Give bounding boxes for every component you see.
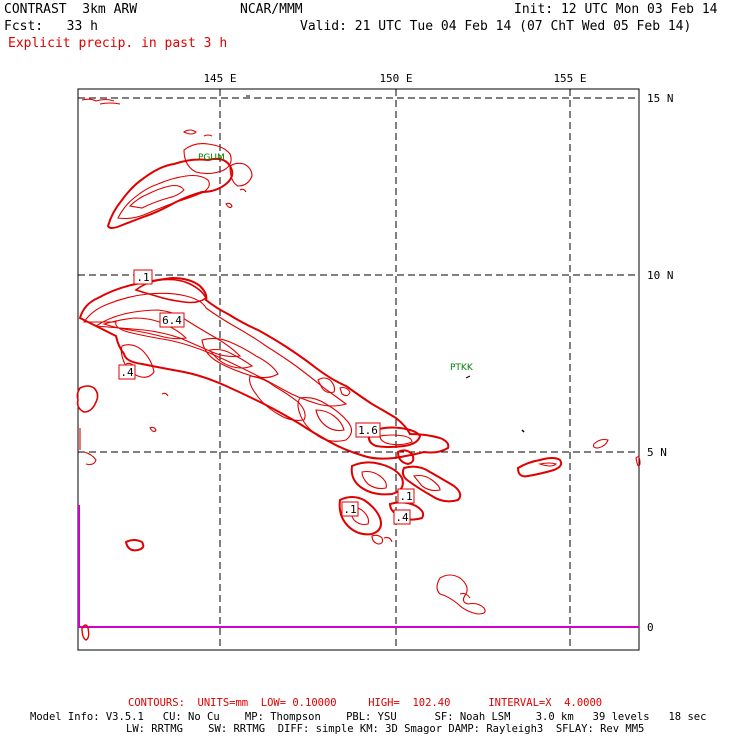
label-box xyxy=(355,422,381,438)
contour-cell xyxy=(592,438,609,449)
contour-cell xyxy=(106,157,234,229)
contour-cell xyxy=(459,592,471,599)
contour-label: .4 xyxy=(120,366,134,379)
contour-cell xyxy=(81,624,90,641)
label-box xyxy=(393,509,411,525)
contour-cell xyxy=(350,461,404,496)
contour-cell xyxy=(401,465,462,503)
label-box xyxy=(118,364,136,380)
station-marker xyxy=(465,375,471,379)
contour-label: .4 xyxy=(395,511,409,524)
label-box xyxy=(397,488,415,504)
lon-label-150: 150 E xyxy=(379,72,412,85)
contour-cell xyxy=(396,449,415,466)
contour-cell xyxy=(225,188,247,209)
contour-labels: .1 6.4 .4 1.6 .1 .1 .4 xyxy=(118,269,415,525)
contour-cell xyxy=(149,392,169,433)
contour-cell xyxy=(338,496,382,536)
contour-cell xyxy=(117,174,210,220)
label-box xyxy=(341,501,359,517)
contour-cell xyxy=(81,98,121,105)
contour-cell xyxy=(102,317,188,340)
product-title: CONTRAST 3km ARW xyxy=(4,2,138,17)
contour-cell xyxy=(229,162,253,187)
station-label-ptkk: PTKK xyxy=(450,363,474,373)
lat-label-0: 0 xyxy=(647,621,654,634)
contour-cell xyxy=(367,426,422,448)
contour-label: 1.6 xyxy=(358,424,378,437)
precip-contours xyxy=(76,98,641,641)
contour-cell xyxy=(209,348,254,369)
contour-cell xyxy=(379,434,413,446)
lat-lon-grid xyxy=(78,89,639,650)
contour-cell xyxy=(79,428,97,466)
contour-cell xyxy=(371,534,393,545)
map-frame xyxy=(77,88,640,651)
contour-cell xyxy=(537,462,558,467)
contour-cell xyxy=(94,309,242,358)
contour-cell xyxy=(516,457,563,478)
contour-cell xyxy=(635,456,641,467)
contour-label: 6.4 xyxy=(162,314,182,327)
contour-cell xyxy=(78,276,450,460)
contour-cell xyxy=(124,539,145,552)
contour-cell xyxy=(76,385,99,413)
contour-label: .1 xyxy=(136,271,149,284)
init-time: Init: 12 UTC Mon 03 Feb 14 xyxy=(514,2,718,17)
contour-cell xyxy=(297,397,353,442)
valid-time: Valid: 21 UTC Tue 04 Feb 14 (07 ChT Wed … xyxy=(300,19,692,34)
contour-cell xyxy=(134,278,208,304)
contour-cell xyxy=(317,377,351,397)
contour-cell xyxy=(201,337,279,379)
lon-label-155: 155 E xyxy=(553,72,586,85)
contour-cell xyxy=(120,344,155,378)
contour-cell xyxy=(82,292,348,407)
lat-label-10n: 10 N xyxy=(647,269,674,282)
contour-cell xyxy=(361,470,387,490)
contour-cell xyxy=(413,474,441,492)
contour-cell xyxy=(183,143,232,175)
model-info-line2: LW: RRTMG SW: RRTMG DIFF: simple KM: 3D … xyxy=(126,723,645,735)
forecast-hour: Fcst: 33 h xyxy=(4,19,98,34)
contour-cell xyxy=(182,129,213,137)
station-marker xyxy=(521,429,525,433)
contour-cell xyxy=(315,409,345,432)
lon-label-145: 145 E xyxy=(203,72,236,85)
contour-cell xyxy=(128,184,185,209)
station-label-pgum: PGUM xyxy=(198,153,225,163)
label-box xyxy=(159,312,185,328)
contour-label: .1 xyxy=(399,490,412,503)
contour-cell xyxy=(436,574,486,615)
model-info-line1: Model Info: V3.5.1 CU: No Cu MP: Thompso… xyxy=(30,711,707,723)
contour-cell xyxy=(249,375,306,421)
contour-label: .1 xyxy=(343,503,356,516)
field-description: Explicit precip. in past 3 h xyxy=(8,36,228,51)
label-box xyxy=(133,269,153,285)
lat-label-15n: 15 N xyxy=(647,92,674,105)
organization-label: NCAR/MMM xyxy=(240,2,303,17)
lat-label-5n: 5 N xyxy=(647,446,667,459)
contour-info: CONTOURS: UNITS=mm LOW= 0.10000 HIGH= 10… xyxy=(128,697,603,709)
